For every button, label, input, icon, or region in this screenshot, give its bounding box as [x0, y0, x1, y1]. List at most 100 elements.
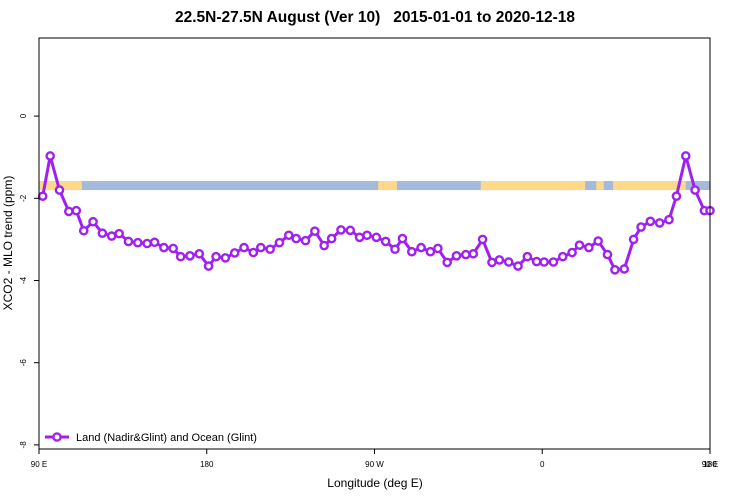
data-point-72	[671, 191, 682, 202]
data-point-0	[37, 191, 48, 202]
y-tick-label: -4	[19, 276, 28, 284]
land-ocean-strip	[39, 181, 710, 191]
legend-point-swatch	[52, 432, 62, 442]
data-point-2	[54, 185, 65, 195]
data-point-70	[654, 218, 665, 228]
data-point-58	[548, 257, 559, 267]
data-point-38	[371, 232, 382, 243]
data-point-39	[380, 236, 391, 247]
data-point-15	[168, 243, 178, 254]
data-point-65	[610, 265, 620, 275]
data-point-25	[256, 242, 266, 253]
x-axis-label: Longitude (deg E)	[327, 476, 423, 490]
data-point-37	[362, 230, 372, 241]
data-point-9	[114, 228, 124, 239]
data-point-63	[593, 236, 603, 246]
data-point-10	[123, 236, 134, 247]
x-tick-label: 180	[200, 460, 214, 469]
data-point-19	[203, 261, 214, 271]
data-point-46	[442, 257, 452, 268]
data-point-43	[416, 242, 426, 253]
data-point-66	[619, 264, 630, 274]
land-segment-7	[613, 181, 673, 191]
data-point-47	[451, 251, 462, 261]
data-point-28	[283, 230, 294, 241]
data-point-20	[211, 251, 221, 262]
data-point-51	[487, 257, 497, 268]
data-point-71	[664, 214, 674, 225]
data-point-56	[531, 256, 542, 267]
data-point-30	[300, 235, 311, 246]
data-point-22	[229, 248, 240, 258]
data-point-73	[680, 151, 691, 161]
data-point-5	[78, 225, 89, 236]
legend: Land (Nadir&Glint) and Ocean (Glint)	[45, 432, 257, 444]
data-point-44	[425, 246, 436, 257]
y-tick-label: -8	[19, 441, 28, 449]
data-point-67	[628, 234, 639, 245]
y-tick-label: 0	[19, 113, 28, 118]
land-segment-4	[482, 181, 571, 191]
data-point-53	[503, 257, 514, 267]
data-point-6	[88, 216, 98, 227]
chart-title: 22.5N-27.5N August (Ver 10) 2015-01-01 t…	[174, 9, 576, 26]
data-point-40	[390, 244, 400, 255]
data-point-17	[185, 251, 195, 261]
data-point-18	[194, 248, 205, 259]
x-tick-label: 0	[540, 460, 545, 469]
data-point-62	[584, 242, 594, 253]
land-segment-2	[383, 181, 397, 191]
series-point-layer	[37, 151, 715, 275]
data-point-21	[220, 253, 231, 263]
data-point-48	[461, 249, 471, 260]
data-point-74	[690, 185, 700, 195]
land-segment-1	[378, 181, 384, 191]
data-point-11	[132, 237, 143, 248]
data-point-27	[274, 237, 285, 248]
data-point-32	[319, 240, 329, 251]
legend-label: Land (Nadir&Glint) and Ocean (Glint)	[76, 432, 257, 444]
data-point-54	[513, 261, 523, 271]
data-point-45	[433, 243, 443, 254]
data-point-57	[539, 257, 549, 267]
data-point-52	[494, 255, 505, 265]
data-point-68	[636, 222, 646, 232]
data-point-60	[567, 247, 577, 258]
data-point-69	[645, 216, 656, 227]
data-point-61	[574, 240, 585, 250]
x-tick-label: 90 E	[702, 460, 718, 469]
x-tick-label: 90 W	[365, 460, 384, 469]
x-tick-label: 180	[703, 460, 717, 469]
data-point-24	[248, 247, 259, 258]
data-point-31	[310, 226, 320, 236]
data-point-34	[336, 225, 346, 235]
data-point-33	[326, 233, 337, 244]
y-tick-label: -6	[19, 359, 28, 367]
data-point-35	[345, 225, 356, 236]
data-point-16	[175, 251, 186, 262]
land-segment-5	[560, 181, 586, 191]
data-point-50	[477, 234, 488, 245]
data-point-14	[159, 242, 169, 253]
x-tick-label: 90 E	[31, 460, 47, 469]
data-point-7	[97, 228, 108, 239]
data-point-36	[354, 232, 365, 243]
data-point-42	[406, 246, 417, 257]
y-axis-ticks: 0 -2 -4 -6 -8	[19, 113, 39, 448]
data-point-55	[522, 251, 533, 262]
data-point-49	[468, 248, 479, 259]
data-point-59	[557, 251, 568, 262]
land-segment-6	[596, 181, 604, 191]
data-point-3	[64, 206, 74, 217]
data-point-1	[45, 151, 55, 161]
data-point-4	[71, 205, 82, 216]
data-point-8	[106, 231, 117, 241]
ocean-strip	[39, 181, 710, 191]
data-point-23	[239, 242, 249, 253]
data-point-29	[291, 233, 302, 244]
data-point-12	[142, 238, 152, 249]
y-tick-label: -2	[19, 194, 28, 202]
data-point-26	[265, 244, 275, 255]
